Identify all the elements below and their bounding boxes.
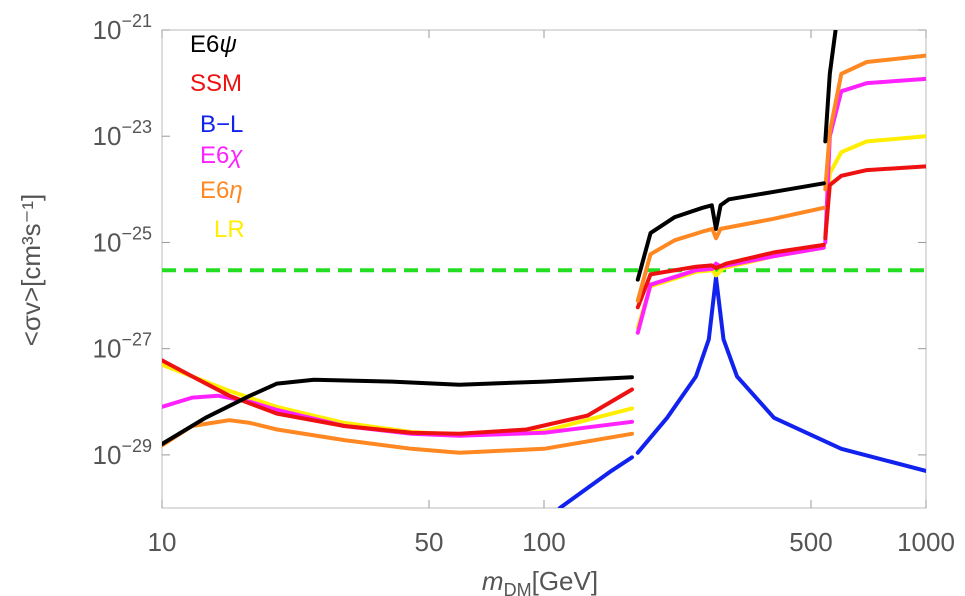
series-line bbox=[162, 418, 634, 455]
legend: E6ψ SSM B−L E6χ E6η LR bbox=[190, 31, 245, 243]
axis-ticks: 10 50 100 500 1000 10−29 10−27 10−25 10−23 10−21 bbox=[93, 11, 955, 557]
series-line bbox=[823, 53, 926, 192]
legend-item: SSM bbox=[190, 70, 242, 97]
y-tick-label: 10−21 bbox=[93, 11, 152, 45]
series-line bbox=[823, 164, 926, 241]
series-B−L bbox=[557, 275, 926, 508]
series-line bbox=[823, 76, 926, 245]
series-line bbox=[162, 358, 634, 436]
series-line bbox=[557, 455, 634, 508]
x-axis-label: mDM[GeV] bbox=[482, 566, 598, 596]
legend-item: E6ψ bbox=[190, 31, 237, 58]
x-tick-label: 500 bbox=[789, 527, 832, 557]
series-line bbox=[635, 245, 826, 330]
series-line bbox=[635, 275, 926, 473]
y-tick-label: 10−23 bbox=[93, 117, 152, 151]
y-axis-label: <σv>[cm³s⁻¹] bbox=[16, 194, 46, 347]
legend-item: LR bbox=[214, 216, 245, 243]
series-SSM bbox=[162, 164, 926, 436]
y-tick-label: 10−29 bbox=[93, 436, 152, 470]
y-tick-label: 10−27 bbox=[93, 330, 152, 364]
series-line bbox=[635, 205, 826, 303]
x-tick-label: 1000 bbox=[897, 527, 955, 557]
series-line bbox=[823, 30, 838, 144]
series-line bbox=[635, 245, 826, 335]
series-line bbox=[635, 181, 826, 282]
legend-item: E6η bbox=[200, 177, 243, 204]
legend-item: B−L bbox=[200, 111, 243, 138]
series-line bbox=[823, 134, 926, 239]
series-line bbox=[162, 375, 634, 446]
series-E6η bbox=[162, 53, 926, 455]
series-line bbox=[635, 242, 826, 310]
x-tick-label: 50 bbox=[415, 527, 444, 557]
legend-item: E6χ bbox=[200, 142, 243, 169]
x-tick-label: 100 bbox=[522, 527, 565, 557]
y-tick-label: 10−25 bbox=[93, 223, 152, 257]
series-E6ψ bbox=[162, 30, 838, 446]
x-tick-label: 10 bbox=[148, 527, 177, 557]
series-LR bbox=[162, 134, 926, 437]
series-layer bbox=[162, 30, 926, 508]
